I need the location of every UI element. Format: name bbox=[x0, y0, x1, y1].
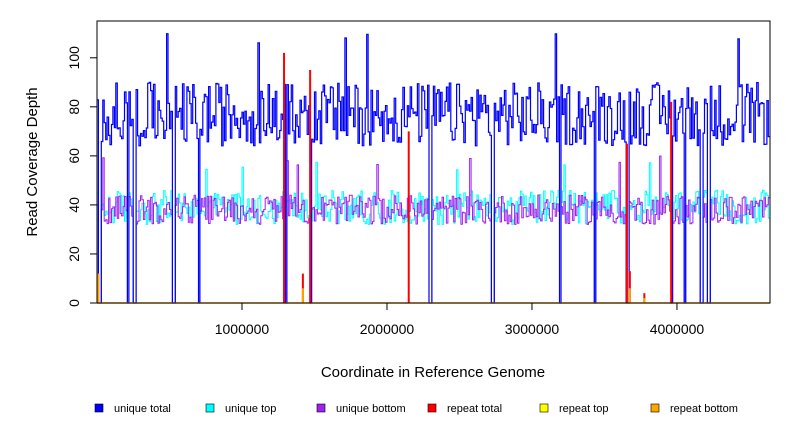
legend-swatch bbox=[316, 403, 326, 413]
y-tick-label: 60 bbox=[66, 148, 82, 164]
legend-swatch bbox=[539, 403, 549, 413]
legend-label: unique top bbox=[225, 403, 276, 415]
legend-label: unique total bbox=[114, 403, 171, 415]
x-tick-label: 1000000 bbox=[215, 321, 270, 337]
series-line-unique-bottom bbox=[97, 155, 770, 304]
legend-swatch bbox=[205, 403, 215, 413]
series-line-unique-total bbox=[97, 33, 770, 304]
x-axis-title: Coordinate in Reference Genome bbox=[321, 364, 545, 381]
legend-swatch bbox=[650, 403, 660, 413]
legend-swatch bbox=[427, 403, 437, 413]
legend: unique total unique top unique bottom repea… bbox=[94, 403, 738, 415]
y-tick-label: 80 bbox=[66, 99, 82, 115]
x-tick-label: 4000000 bbox=[650, 321, 705, 337]
axes-layer: 1000000 2000000 3000000 4000000 0 20 40 60 80 100 bbox=[66, 46, 704, 337]
legend-label: repeat total bbox=[447, 403, 502, 415]
series-layer bbox=[97, 33, 770, 304]
x-tick-label: 2000000 bbox=[360, 321, 415, 337]
y-tick-label: 0 bbox=[66, 299, 82, 307]
legend-label: repeat top bbox=[559, 403, 609, 415]
y-tick-label: 100 bbox=[66, 46, 82, 70]
y-axis-title: Read Coverage Depth bbox=[24, 87, 41, 236]
legend-label: repeat bottom bbox=[670, 403, 738, 415]
plot-frame bbox=[96, 20, 771, 304]
y-tick-label: 40 bbox=[66, 197, 82, 213]
x-tick-label: 3000000 bbox=[505, 321, 560, 337]
legend-label: unique bottom bbox=[336, 403, 406, 415]
legend-swatch bbox=[94, 403, 104, 413]
y-tick-label: 20 bbox=[66, 246, 82, 262]
